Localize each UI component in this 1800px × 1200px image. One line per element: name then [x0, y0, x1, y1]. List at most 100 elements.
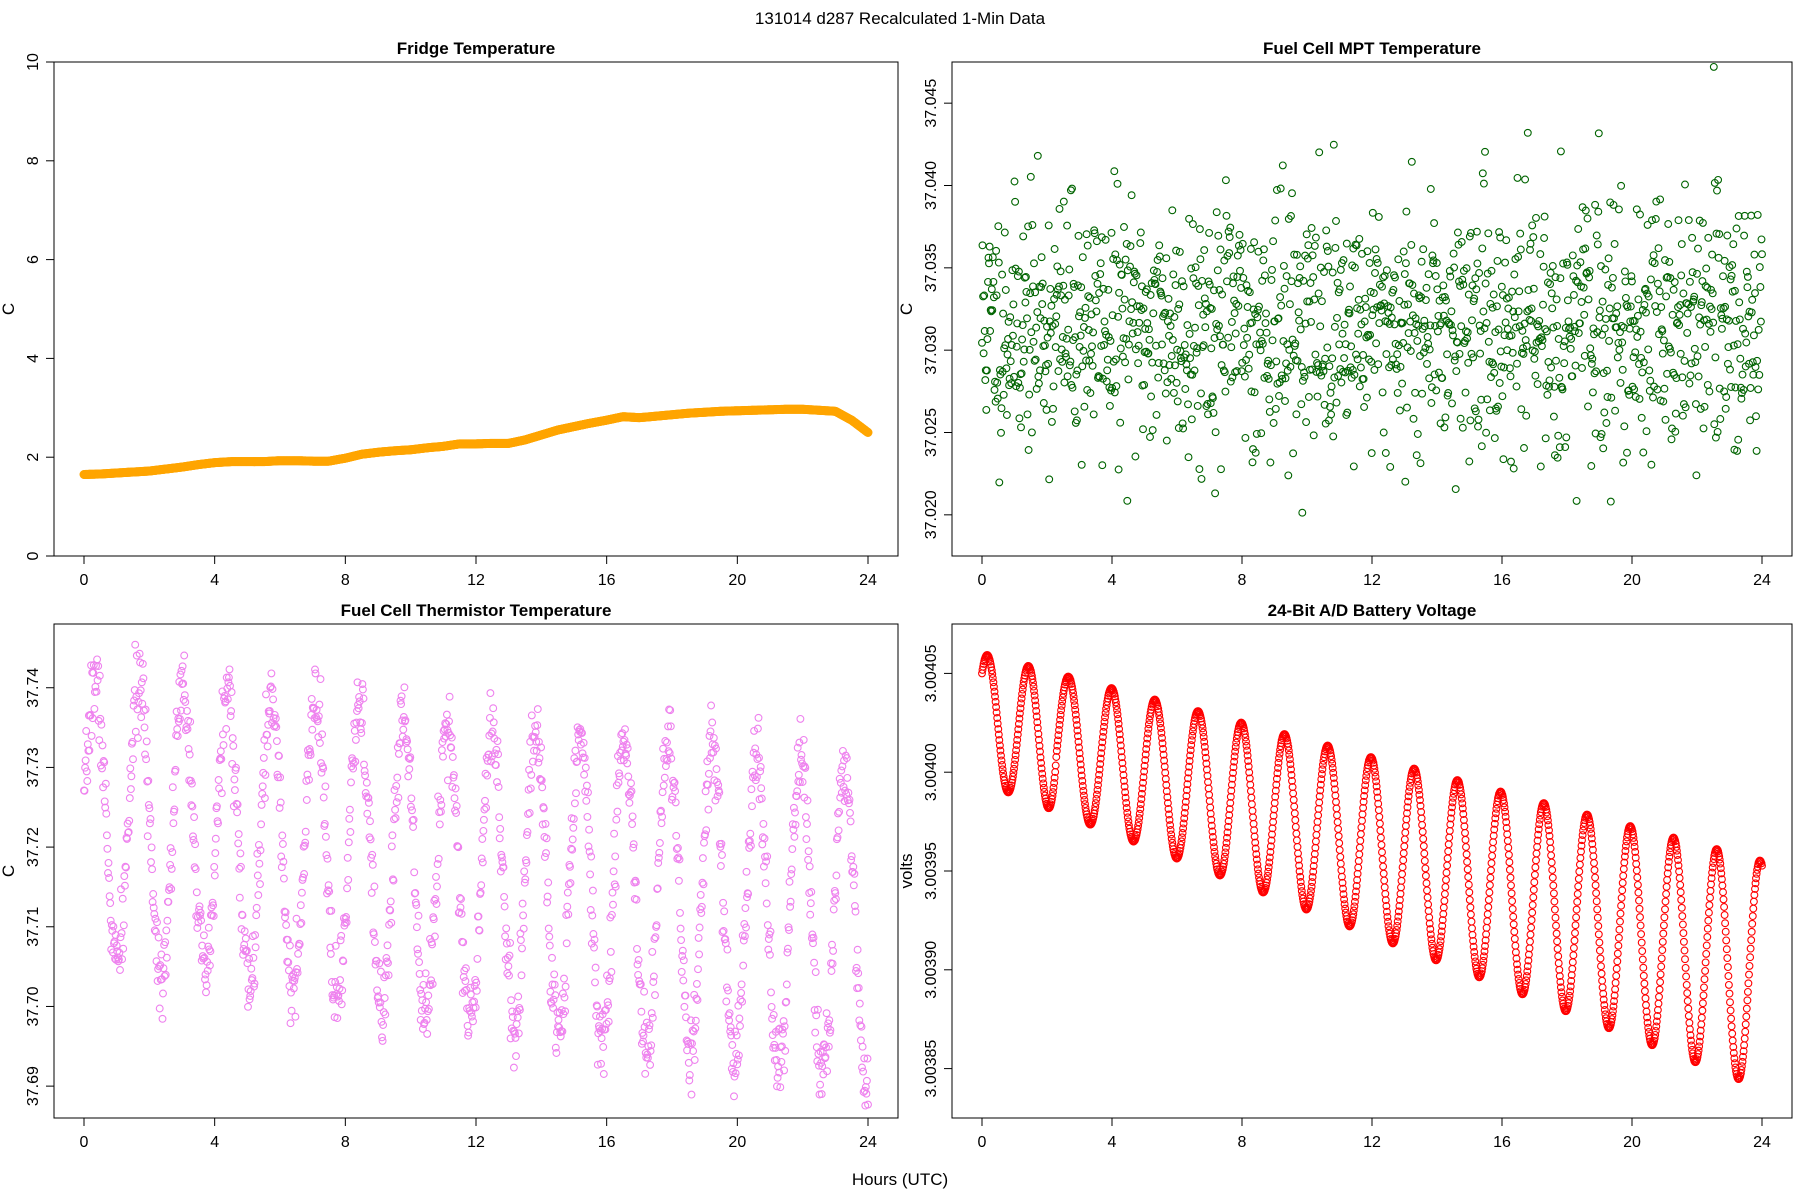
data-point: [548, 953, 556, 962]
data-point: [508, 1007, 517, 1016]
data-point: [1092, 307, 1101, 316]
data-point: [1239, 341, 1248, 350]
data-point: [750, 726, 759, 735]
data-point: [829, 946, 838, 955]
data-point: [1059, 686, 1068, 695]
data-point: [1567, 334, 1576, 343]
data-point: [1607, 283, 1616, 292]
data-point: [327, 906, 336, 915]
data-point: [1446, 272, 1455, 281]
data-point: [603, 998, 612, 1007]
data-point: [1198, 724, 1207, 733]
data-point: [1361, 303, 1370, 312]
data-point: [1242, 281, 1251, 290]
data-point: [1017, 423, 1025, 432]
data-point: [1187, 415, 1196, 424]
data-point: [285, 941, 294, 950]
data-point: [370, 938, 379, 946]
y-tick-label: 37.045: [923, 79, 940, 128]
data-point: [1060, 378, 1069, 387]
data-point: [202, 988, 210, 997]
data-point: [1355, 234, 1364, 243]
data-point: [1399, 247, 1408, 256]
data-point: [1724, 343, 1733, 352]
data-point: [293, 965, 301, 973]
data-point: [1121, 358, 1130, 367]
data-point: [1217, 361, 1226, 370]
data-point: [1216, 245, 1225, 254]
data-point: [1036, 366, 1044, 375]
data-point: [1210, 334, 1219, 342]
data-point: [571, 746, 580, 755]
data-point: [740, 932, 749, 941]
data-point: [1057, 291, 1066, 300]
data-point: [1144, 325, 1153, 334]
data-point: [1182, 792, 1191, 800]
data-point: [1371, 245, 1380, 254]
data-point: [1223, 833, 1231, 842]
y-axis-label: C: [0, 303, 18, 315]
data-point: [1226, 377, 1235, 386]
data-point: [1009, 300, 1018, 309]
data-point: [1158, 340, 1166, 349]
data-point: [1272, 357, 1281, 366]
data-point: [1425, 345, 1434, 354]
data-point: [1587, 462, 1596, 470]
data-point: [1186, 751, 1195, 760]
data-point: [1707, 305, 1716, 314]
data-point: [1323, 343, 1332, 352]
data-point: [1040, 791, 1049, 800]
data-point: [1661, 415, 1670, 424]
data-point: [505, 971, 513, 980]
data-point: [126, 785, 135, 794]
data-point: [260, 794, 269, 803]
data-point: [1161, 308, 1170, 317]
data-point: [1565, 332, 1574, 341]
data-point: [1620, 267, 1629, 276]
data-point: [793, 787, 802, 796]
data-point: [1244, 286, 1253, 295]
data-point: [1353, 355, 1362, 364]
data-point: [1161, 774, 1170, 783]
data-point: [1068, 685, 1077, 694]
data-point: [358, 680, 367, 689]
data-point: [1049, 783, 1058, 792]
data-point: [125, 816, 134, 825]
data-point: [1169, 388, 1178, 397]
data-point: [1178, 829, 1187, 837]
x-tick-label: 24: [859, 572, 877, 589]
data-point: [360, 760, 368, 769]
data-point: [1136, 805, 1145, 814]
data-point: [1188, 370, 1197, 379]
data-point: [580, 770, 589, 779]
data-point: [533, 705, 542, 714]
data-point: [1244, 756, 1253, 765]
data-point: [1525, 316, 1534, 324]
x-tick-label: 24: [1753, 572, 1771, 589]
data-point: [1536, 250, 1545, 259]
data-point: [532, 737, 541, 746]
data-point: [478, 835, 487, 843]
data-point: [1721, 404, 1730, 413]
data-point: [1248, 806, 1257, 815]
data-point: [1037, 759, 1046, 767]
data-point: [1511, 323, 1520, 332]
data-point: [1432, 386, 1441, 395]
data-point: [513, 1013, 522, 1022]
data-point: [691, 1016, 700, 1025]
data-point: [511, 1029, 519, 1038]
data-point: [1044, 221, 1053, 230]
data-point: [1169, 270, 1178, 279]
data-point: [1253, 865, 1262, 874]
data-point: [344, 838, 353, 847]
data-point: [1185, 757, 1194, 765]
y-tick-label: 37.020: [923, 490, 940, 539]
data-point: [1658, 349, 1667, 358]
data-point: [1075, 743, 1083, 752]
data-point: [1025, 390, 1034, 399]
data-point: [1175, 846, 1184, 855]
data-point: [455, 908, 464, 917]
data-point: [1593, 240, 1602, 249]
data-point: [601, 1006, 610, 1014]
y-tick-label: 37.030: [923, 326, 940, 375]
